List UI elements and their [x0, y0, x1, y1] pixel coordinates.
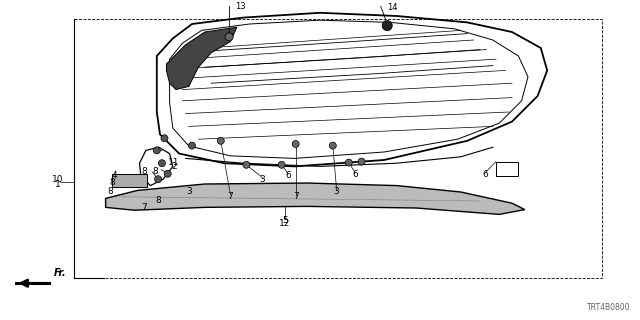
Text: 12: 12 [279, 220, 291, 228]
Text: 7: 7 [141, 203, 147, 212]
Circle shape [278, 161, 285, 168]
Circle shape [161, 135, 168, 142]
Circle shape [159, 160, 165, 167]
Text: 8: 8 [156, 196, 161, 205]
Circle shape [155, 176, 161, 183]
Circle shape [164, 170, 171, 177]
Bar [112, 174, 147, 187]
Text: 7: 7 [228, 192, 233, 201]
Text: 13: 13 [235, 2, 246, 11]
Circle shape [346, 159, 352, 166]
Circle shape [243, 161, 250, 168]
Text: 6: 6 [483, 170, 488, 179]
Text: 8: 8 [108, 188, 113, 196]
Text: 1: 1 [55, 180, 60, 189]
Text: 6: 6 [285, 171, 291, 180]
Polygon shape [106, 183, 525, 214]
Polygon shape [166, 27, 237, 90]
Circle shape [382, 20, 392, 31]
Text: 8: 8 [153, 167, 158, 176]
Text: 3: 3 [186, 188, 191, 196]
Text: 8: 8 [109, 178, 115, 187]
Text: 7: 7 [293, 192, 298, 201]
Circle shape [330, 142, 336, 149]
Text: 14: 14 [387, 4, 397, 12]
Text: 8: 8 [141, 167, 147, 176]
Circle shape [292, 140, 299, 148]
Text: TRT4B0800: TRT4B0800 [586, 303, 630, 312]
Circle shape [225, 33, 233, 41]
Text: Fr.: Fr. [54, 268, 66, 278]
Circle shape [189, 142, 195, 149]
Circle shape [154, 147, 160, 154]
Text: 2: 2 [172, 162, 177, 171]
Circle shape [358, 158, 365, 165]
Text: 5: 5 [282, 216, 287, 225]
Text: 4: 4 [111, 171, 116, 180]
Text: 6: 6 [353, 170, 358, 179]
Circle shape [218, 137, 224, 144]
Text: 3: 3 [260, 175, 265, 184]
Bar [496, 162, 518, 176]
Text: 10: 10 [52, 175, 63, 184]
Text: 3: 3 [334, 188, 339, 196]
Text: 11: 11 [168, 158, 180, 167]
